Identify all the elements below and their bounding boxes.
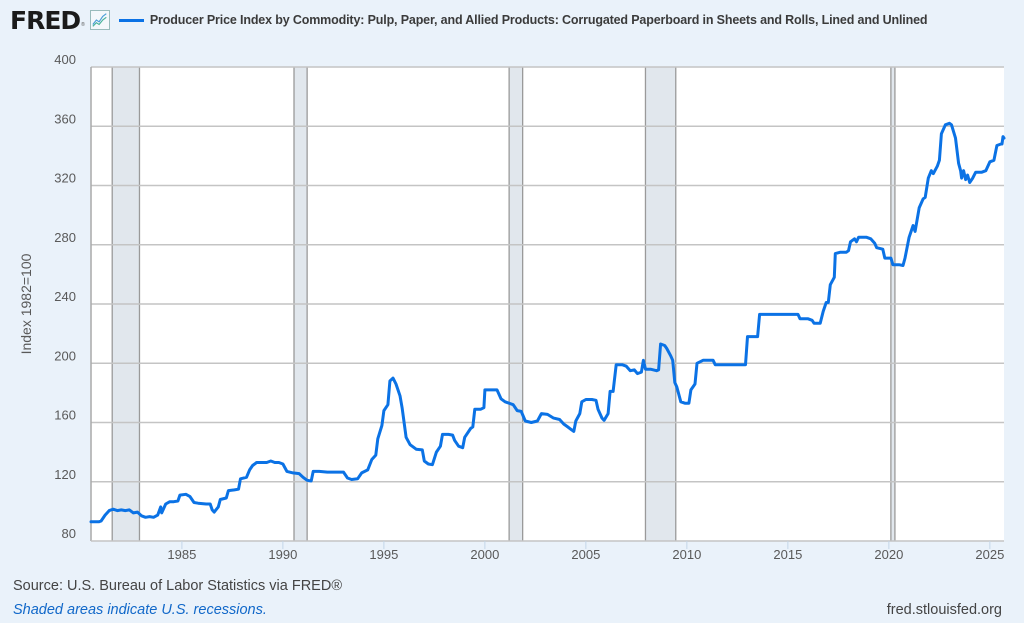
legend-swatch	[118, 18, 144, 22]
y-tick-label: 280	[54, 230, 76, 245]
series-line	[89, 121, 1006, 524]
x-tick-label: 1985	[167, 547, 196, 562]
y-tick-label: 400	[54, 52, 76, 67]
y-tick-label: 240	[54, 289, 76, 304]
x-tick-label: 1990	[268, 547, 297, 562]
x-tick-label: 2025	[975, 547, 1004, 562]
x-tick-label: 2020	[874, 547, 903, 562]
x-tick-labels: 1985 1990 1995 2000 2005 2010 2015 2020 2025	[167, 547, 1004, 562]
x-tick-label: 2010	[672, 547, 701, 562]
y-tick-labels: 80 120 160 200 240 280 320 360 400	[54, 52, 76, 541]
x-tick-label: 2005	[571, 547, 600, 562]
registered-mark: ®	[81, 22, 85, 28]
fred-logo[interactable]: FRED	[10, 5, 81, 35]
axes	[90, 67, 1004, 549]
y-tick-label: 320	[54, 171, 76, 186]
x-tick-label: 2015	[773, 547, 802, 562]
grid-lines	[91, 66, 1004, 483]
y-tick-label: 200	[54, 348, 76, 363]
fred-url[interactable]: fred.stlouisfed.org	[886, 602, 1002, 618]
source-text: Source: U.S. Bureau of Labor Statistics …	[13, 578, 343, 594]
y-tick-label: 80	[62, 526, 76, 541]
x-tick-label: 1995	[369, 547, 398, 562]
series-title[interactable]: Producer Price Index by Commodity: Pulp,…	[149, 13, 928, 27]
y-tick-label: 360	[54, 111, 76, 126]
y-axis-label: Index 1982=100	[18, 253, 34, 354]
recession-note: Shaded areas indicate U.S. recessions.	[13, 602, 267, 618]
x-tick-label: 2000	[470, 547, 499, 562]
chart-header: FRED ® Producer Price Index by Commodity…	[10, 5, 928, 35]
line-chart-icon	[89, 10, 110, 30]
y-tick-label: 120	[54, 467, 76, 482]
y-tick-label: 160	[54, 408, 76, 423]
series-layer	[89, 121, 1006, 524]
